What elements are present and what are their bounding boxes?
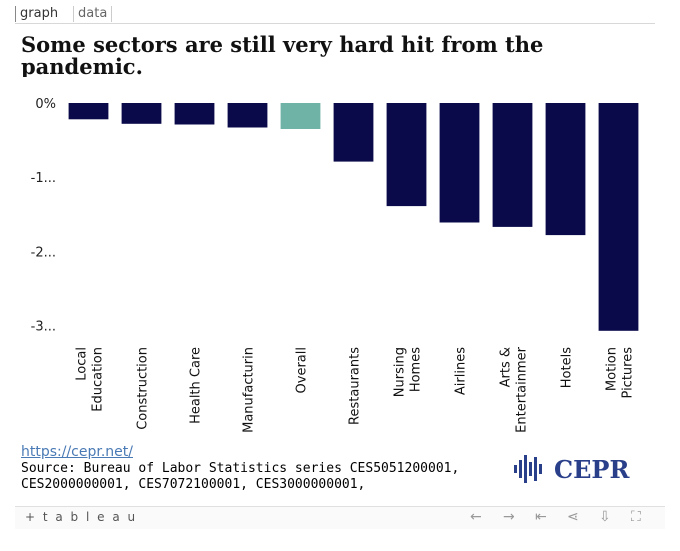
x-tick-label-line: Hotels: [560, 347, 575, 388]
tableau-toolbar: + t a b l e a u ← → ⇤ ⋖ ⇩ ⛶: [15, 506, 665, 529]
bar-chart: 0% -1... -2... -3... Local Education Construc…: [31, 97, 639, 433]
bar[interactable]: [68, 103, 109, 120]
cepr-logo: CEPR: [512, 452, 629, 486]
x-tick-label: Manufacturin: [242, 347, 257, 433]
x-tick-label-line: Airlines: [454, 347, 469, 395]
tab-data[interactable]: data: [73, 6, 113, 22]
download-icon[interactable]: ⇩: [599, 509, 611, 525]
bar[interactable]: [280, 103, 321, 129]
x-tick-label: Arts & Entertainmer: [499, 346, 530, 432]
cepr-link[interactable]: https://cepr.net/: [21, 444, 133, 460]
redo-icon[interactable]: →: [503, 509, 515, 525]
bar[interactable]: [492, 103, 533, 227]
view-tabs: graph data: [15, 5, 655, 24]
x-tick-label-line: Entertainmer: [515, 346, 530, 432]
x-tick-label: Construction: [136, 347, 151, 430]
x-tick-label-line: Nursing: [393, 347, 408, 397]
cepr-logo-icon: [514, 455, 542, 483]
y-axis: 0% -1... -2... -3...: [31, 97, 56, 335]
bar[interactable]: [545, 103, 586, 236]
x-tick-label: Health Care: [189, 347, 204, 424]
bar[interactable]: [439, 103, 480, 223]
bar[interactable]: [227, 103, 268, 128]
bars-group: [68, 103, 639, 331]
x-tick-label-line: Construction: [136, 347, 151, 430]
y-tick-label: -3...: [31, 320, 56, 335]
bar[interactable]: [386, 103, 427, 207]
x-tick-label-line: Manufacturin: [242, 347, 257, 433]
x-tick-label: Nursing Homes: [393, 347, 424, 397]
y-tick-label: 0%: [35, 97, 56, 112]
bar[interactable]: [333, 103, 374, 162]
x-tick-label-line: Homes: [409, 347, 424, 392]
y-tick-label: -2...: [31, 245, 56, 260]
x-tick-label: Airlines: [454, 347, 469, 395]
share-icon[interactable]: ⋖: [567, 509, 579, 525]
x-tick-label-line: Overall: [295, 347, 310, 393]
cepr-logo-text: CEPR: [554, 454, 630, 484]
x-tick-label-line: Arts &: [499, 347, 514, 387]
x-tick-label-line: Motion: [605, 347, 620, 391]
fullscreen-icon[interactable]: ⛶: [631, 509, 641, 525]
x-tick-label: Local Education: [75, 347, 106, 412]
tableau-brand[interactable]: + t a b l e a u: [25, 510, 138, 524]
y-tick-label: -1...: [31, 171, 56, 186]
chart-title: Some sectors are still very hard hit fro…: [21, 34, 544, 77]
x-tick-label: Restaurants: [348, 347, 363, 425]
bar[interactable]: [598, 103, 639, 331]
x-tick-label-line: Education: [91, 347, 106, 412]
x-tick-label: Motion Pictures: [605, 347, 636, 399]
bar[interactable]: [174, 103, 215, 125]
x-tick-label-line: Restaurants: [348, 347, 363, 425]
tab-graph[interactable]: graph: [15, 6, 62, 22]
x-tick-label: Overall: [295, 347, 310, 393]
bar[interactable]: [121, 103, 162, 124]
undo-icon[interactable]: ←: [470, 509, 482, 525]
source-text: Source: Bureau of Labor Statistics serie…: [21, 461, 460, 492]
x-tick-label-line: Health Care: [189, 347, 204, 424]
x-tick-label: Hotels: [560, 347, 575, 388]
x-tick-label-line: Local: [75, 347, 90, 381]
x-tick-label-line: Pictures: [621, 347, 636, 399]
x-axis-labels: Local Education Construction Health Care Man…: [75, 346, 636, 433]
revert-icon[interactable]: ⇤: [535, 509, 547, 525]
